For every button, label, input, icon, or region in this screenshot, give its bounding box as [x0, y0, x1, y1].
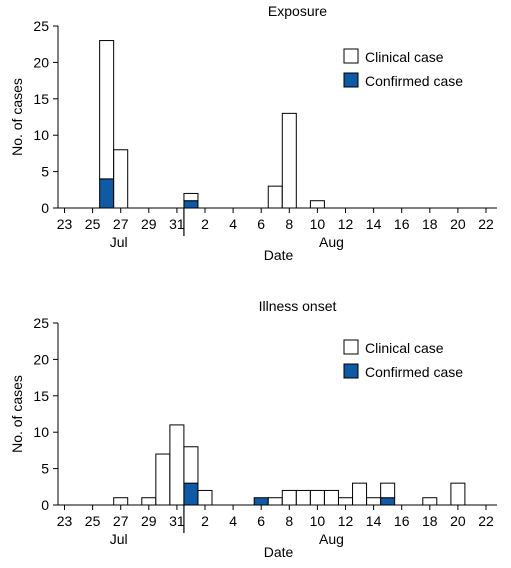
chart-panel-1: Exposure 0 5 10 15 20 25 No. of cases 23 25 27 29 31… [9, 3, 497, 263]
bar-clinical [380, 482, 396, 499]
x-tick-label: 23 [57, 513, 73, 529]
chart-panel-2: Illness onset 0 5 10 15 20 25 No. of cases 23 25 2… [9, 298, 497, 560]
bar-confirmed [183, 482, 199, 506]
x-tick-label: 14 [366, 216, 382, 232]
y-tick-label: 25 [33, 315, 49, 331]
month-label-jul: Jul [110, 531, 128, 547]
bar-clinical [366, 497, 382, 506]
x-tick-label: 12 [338, 216, 354, 232]
x-axis-label: Date [264, 544, 294, 560]
y-tick-label: 10 [33, 424, 49, 440]
y-tick-label: 10 [33, 127, 49, 143]
legend-label-clinical: Clinical case [365, 340, 444, 356]
x-tick-label: 6 [257, 216, 265, 232]
y-axis-label: No. of cases [9, 78, 25, 156]
bar-clinical [169, 424, 185, 506]
x-tick-label: 10 [310, 513, 326, 529]
legend-label-confirmed: Confirmed case [365, 73, 463, 89]
x-tick-label: 16 [394, 513, 410, 529]
legend-label-confirmed: Confirmed case [365, 364, 463, 380]
bar-clinical [338, 497, 353, 506]
y-tick-label: 25 [33, 18, 49, 34]
x-tick-label: 22 [478, 216, 494, 232]
bar-clinical [155, 453, 171, 506]
bar-confirmed [253, 497, 269, 506]
x-tick-label: 27 [113, 216, 129, 232]
x-tick-label: 8 [285, 216, 293, 232]
month-label-aug: Aug [319, 531, 344, 547]
x-tick-label: 16 [394, 216, 410, 232]
bar-clinical [183, 446, 199, 484]
x-tick-label: 4 [229, 513, 237, 529]
x-tick-label: 29 [141, 513, 157, 529]
x-tick-label: 12 [338, 513, 354, 529]
y-tick-label: 20 [33, 351, 49, 367]
bar-clinical [267, 497, 283, 506]
bar-clinical [183, 192, 199, 202]
legend: Clinical case Confirmed case [343, 48, 463, 89]
x-tick-label: 6 [257, 513, 265, 529]
chart-title: Illness onset [259, 298, 337, 314]
bar-confirmed [99, 178, 115, 209]
y-tick-label: 15 [33, 91, 49, 107]
bar-clinical [309, 489, 325, 506]
y-tick-label: 0 [41, 200, 49, 216]
x-tick-label: 22 [478, 513, 494, 529]
bar-clinical [99, 40, 115, 180]
bar-clinical [323, 489, 339, 506]
bar-confirmed [183, 200, 199, 209]
x-tick-label: 20 [450, 513, 466, 529]
x-tick-label: 2 [201, 216, 209, 232]
legend-swatch-confirmed [343, 363, 359, 379]
legend-swatch-clinical [343, 339, 359, 355]
bar-clinical [141, 497, 157, 506]
bar-clinical [352, 482, 368, 506]
x-tick-label: 4 [229, 216, 237, 232]
x-tick-label: 18 [422, 216, 438, 232]
y-tick-label: 20 [33, 54, 49, 70]
bar-clinical [113, 149, 129, 209]
bar-confirmed [380, 497, 396, 506]
bar-clinical [113, 497, 129, 506]
x-tick-label: 20 [450, 216, 466, 232]
chart-title: Exposure [268, 3, 327, 19]
legend: Clinical case Confirmed case [343, 339, 463, 380]
x-tick-label: 18 [422, 513, 438, 529]
bar-clinical [197, 489, 213, 506]
x-tick-label: 23 [57, 216, 73, 232]
x-tick-label: 29 [141, 216, 157, 232]
bar-clinical [281, 112, 297, 209]
bar-clinical [309, 200, 325, 209]
y-tick-label: 15 [33, 388, 49, 404]
bar-clinical [295, 489, 311, 506]
x-axis-label: Date [264, 247, 294, 263]
x-tick-label: 25 [85, 216, 101, 232]
y-axis-label: No. of cases [9, 375, 25, 453]
month-label-jul: Jul [110, 234, 128, 250]
bar-clinical [267, 185, 283, 209]
x-tick-label: 14 [366, 513, 382, 529]
x-tick-label: 31 [169, 216, 185, 232]
bar-clinical [281, 489, 297, 506]
month-label-aug: Aug [319, 234, 344, 250]
legend-label-clinical: Clinical case [365, 49, 444, 65]
bar-clinical [422, 497, 438, 506]
x-tick-label: 31 [169, 513, 185, 529]
x-tick-label: 8 [285, 513, 293, 529]
legend-swatch-clinical [343, 48, 359, 64]
x-tick-label: 2 [201, 513, 209, 529]
y-tick-label: 5 [41, 164, 49, 180]
x-tick-label: 25 [85, 513, 101, 529]
x-tick-label: 27 [113, 513, 129, 529]
legend-swatch-confirmed [343, 72, 359, 88]
x-tick-label: 10 [310, 216, 326, 232]
y-tick-label: 0 [41, 497, 49, 513]
bar-clinical [450, 482, 466, 506]
y-tick-label: 5 [41, 461, 49, 477]
